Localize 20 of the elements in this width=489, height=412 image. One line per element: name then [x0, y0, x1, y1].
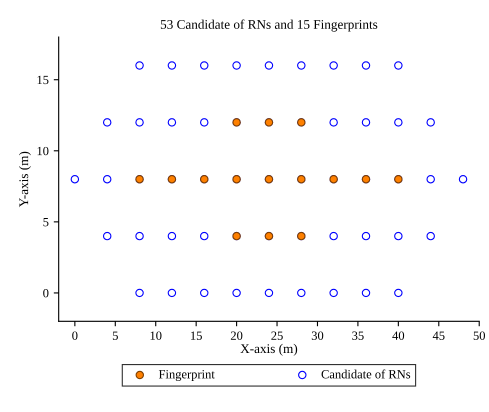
y-axis-title: Y-axis (m) [18, 152, 31, 208]
y-tick-label: 15 [38, 76, 48, 84]
x-tick-label: 10 [150, 331, 162, 340]
x-tick-label: 20 [230, 331, 242, 340]
x-tick-label: 30 [312, 331, 324, 340]
x-tick-label: 40 [392, 331, 404, 340]
x-tick-label: 0 [72, 331, 78, 340]
x-tick-label: 35 [352, 331, 364, 340]
y-tick-label: 0 [43, 288, 48, 298]
y-tick-label: 5 [43, 218, 48, 226]
x-tick-label: 50 [474, 331, 485, 340]
x-tick-label: 5 [112, 332, 118, 340]
y-tick-label: 10 [38, 146, 48, 156]
legend-label: Fingerprint [158, 370, 215, 382]
legend-label: Candidate of RNs [322, 370, 410, 378]
chart-title: 53 Candidate of RNs and 15 Fingerprints [160, 19, 378, 32]
x-axis-title: X-axis (m) [240, 344, 298, 356]
x-tick-label: 45 [432, 332, 445, 340]
x-tick-label: 15 [191, 332, 202, 340]
x-tick-label: 25 [271, 331, 283, 340]
